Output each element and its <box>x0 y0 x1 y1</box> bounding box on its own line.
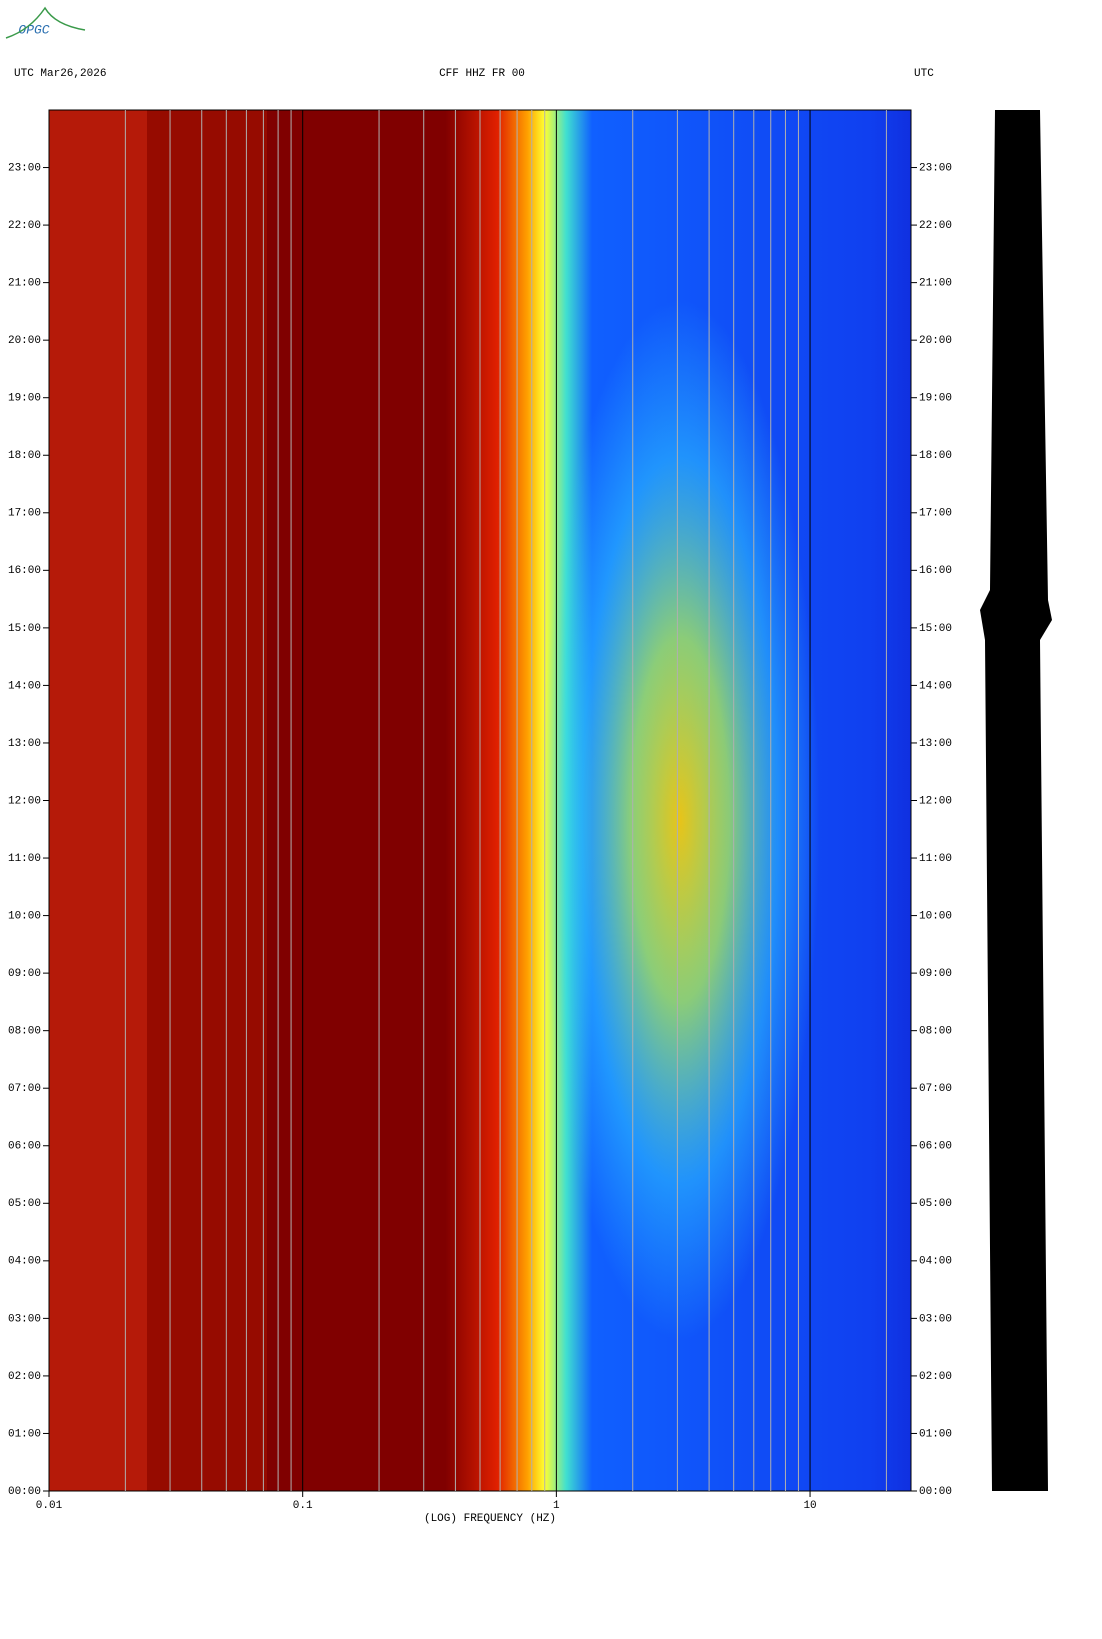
y-tick-label-right: 23:00 <box>919 162 952 174</box>
y-tick-label-right: 09:00 <box>919 968 952 980</box>
x-tick-label: 0.01 <box>36 1500 63 1512</box>
y-tick-label-right: 21:00 <box>919 278 952 290</box>
y-tick-label-right: 01:00 <box>919 1428 952 1440</box>
y-tick-label: 22:00 <box>8 220 41 232</box>
y-tick-label: 23:00 <box>8 162 41 174</box>
y-tick-label: 06:00 <box>8 1141 41 1153</box>
y-tick-label-right: 07:00 <box>919 1083 952 1095</box>
y-tick-label: 19:00 <box>8 393 41 405</box>
y-tick-label-right: 12:00 <box>919 795 952 807</box>
y-tick-label-right: 11:00 <box>919 853 952 865</box>
y-tick-label-right: 20:00 <box>919 335 952 347</box>
spectrogram-energy <box>540 300 820 1340</box>
x-tick-label: 1 <box>553 1500 560 1512</box>
x-tick-label: 0.1 <box>293 1500 313 1512</box>
y-tick-label-right: 17:00 <box>919 508 952 520</box>
y-tick-label-right: 19:00 <box>919 393 952 405</box>
y-tick-label: 14:00 <box>8 680 41 692</box>
y-tick-label-right: 10:00 <box>919 910 952 922</box>
y-tick-label: 18:00 <box>8 450 41 462</box>
y-tick-label: 11:00 <box>8 853 41 865</box>
y-tick-label-right: 03:00 <box>919 1313 952 1325</box>
y-tick-label-right: 15:00 <box>919 623 952 635</box>
y-tick-label: 00:00 <box>8 1486 41 1498</box>
y-tick-label: 20:00 <box>8 335 41 347</box>
y-tick-label-right: 13:00 <box>919 738 952 750</box>
y-tick-label: 21:00 <box>8 278 41 290</box>
x-tick-label: 10 <box>803 1500 816 1512</box>
y-tick-label-right: 16:00 <box>919 565 952 577</box>
y-tick-label-right: 22:00 <box>919 220 952 232</box>
y-tick-label-right: 06:00 <box>919 1141 952 1153</box>
chart-title: CFF HHZ FR 00 <box>439 68 525 80</box>
y-tick-label: 05:00 <box>8 1198 41 1210</box>
x-axis-label: (LOG) FREQUENCY (HZ) <box>424 1513 556 1525</box>
header-right: UTC <box>914 68 934 80</box>
y-tick-label: 10:00 <box>8 910 41 922</box>
y-tick-label: 17:00 <box>8 508 41 520</box>
seismogram <box>980 110 1052 1491</box>
y-tick-label: 16:00 <box>8 565 41 577</box>
header-left: UTC Mar26,2026 <box>14 68 106 80</box>
y-tick-label-right: 05:00 <box>919 1198 952 1210</box>
y-tick-label-right: 14:00 <box>919 680 952 692</box>
y-tick-label: 01:00 <box>8 1428 41 1440</box>
y-tick-label: 13:00 <box>8 738 41 750</box>
y-tick-label-right: 08:00 <box>919 1026 952 1038</box>
y-tick-label: 02:00 <box>8 1371 41 1383</box>
y-tick-label-right: 02:00 <box>919 1371 952 1383</box>
logo: OPGC <box>18 22 49 37</box>
y-tick-label: 07:00 <box>8 1083 41 1095</box>
y-tick-label-right: 00:00 <box>919 1486 952 1498</box>
y-tick-label: 03:00 <box>8 1313 41 1325</box>
logo-swoosh <box>5 6 86 39</box>
y-tick-label: 09:00 <box>8 968 41 980</box>
spectrogram-band <box>147 110 267 1491</box>
y-tick-label-right: 18:00 <box>919 450 952 462</box>
y-tick-label-right: 04:00 <box>919 1256 952 1268</box>
y-tick-label: 12:00 <box>8 795 41 807</box>
spectrogram-band <box>49 110 147 1491</box>
y-tick-label: 04:00 <box>8 1256 41 1268</box>
y-tick-label: 15:00 <box>8 623 41 635</box>
y-tick-label: 08:00 <box>8 1026 41 1038</box>
